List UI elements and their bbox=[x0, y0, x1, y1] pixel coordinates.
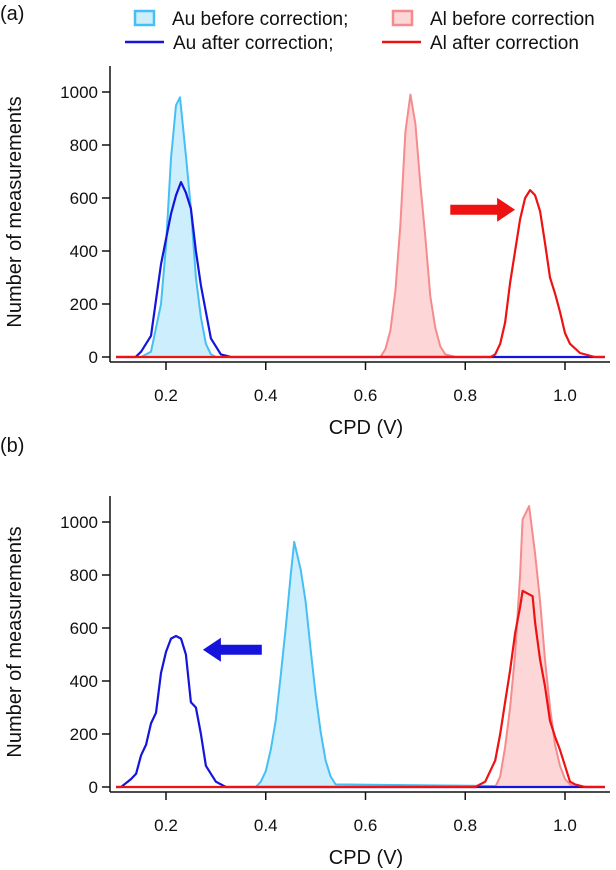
legend-label: Al after correction bbox=[430, 33, 579, 54]
series-line-au_before bbox=[116, 96, 605, 358]
legend-label: Al before correction bbox=[430, 9, 595, 30]
x-axis-label: CPD (V) bbox=[329, 847, 403, 869]
y-tick-label: 1000 bbox=[60, 513, 98, 532]
series-line-au_before bbox=[116, 540, 605, 788]
legend-label: Au after correction; bbox=[173, 33, 334, 54]
y-tick-label: 600 bbox=[70, 619, 98, 638]
x-tick-label: 0.6 bbox=[354, 386, 378, 405]
x-tick-label: 0.6 bbox=[354, 816, 378, 835]
y-tick-label: 200 bbox=[70, 725, 98, 744]
x-tick-label: 1.0 bbox=[553, 816, 577, 835]
y-tick-label: 800 bbox=[70, 566, 98, 585]
panel-a: (a) 0 200 400 600 800 1000 0.2 0.4 0.6 0.8 1.0 CPD (… bbox=[0, 3, 610, 439]
series-line-al_after bbox=[116, 589, 605, 789]
legend-swatch bbox=[391, 9, 414, 27]
legend-item-au_before: Au before correction; bbox=[133, 9, 348, 30]
x-tick-label: 0.2 bbox=[154, 386, 178, 405]
legend-swatch bbox=[133, 9, 156, 27]
legend-item-au_after: Au after correction; bbox=[125, 33, 334, 54]
x-tick-label: 0.8 bbox=[453, 816, 477, 835]
panel-b: (b) 0 200 400 600 800 1000 0.2 0.4 0.6 0.8 1.0 CPD (… bbox=[0, 435, 610, 869]
arrow-right-icon bbox=[450, 197, 516, 222]
y-tick-label: 400 bbox=[70, 672, 98, 691]
legend-item-al_after: Al after correction bbox=[382, 33, 579, 54]
x-tick-label: 0.2 bbox=[154, 816, 178, 835]
series-line-al_after bbox=[116, 189, 605, 359]
legend-label: Au before correction; bbox=[172, 9, 348, 30]
series-line-al_before bbox=[116, 505, 605, 788]
legend-item-al_before: Al before correction bbox=[391, 9, 595, 30]
series-line-al_before bbox=[116, 93, 605, 358]
y-tick-label: 600 bbox=[70, 189, 98, 208]
panel-label: (b) bbox=[0, 435, 24, 457]
y-tick-label: 0 bbox=[89, 778, 98, 797]
y-tick-label: 800 bbox=[70, 136, 98, 155]
y-tick-label: 0 bbox=[89, 348, 98, 367]
series-line-au_after bbox=[116, 634, 605, 789]
arrow-left-icon bbox=[202, 637, 262, 662]
panel-label: (a) bbox=[0, 3, 24, 25]
x-tick-label: 1.0 bbox=[553, 386, 577, 405]
y-tick-label: 200 bbox=[70, 295, 98, 314]
x-tick-label: 0.8 bbox=[453, 386, 477, 405]
legend: Au before correction; Al before correctio… bbox=[125, 9, 595, 54]
x-axis-label: CPD (V) bbox=[329, 417, 403, 439]
y-tick-label: 400 bbox=[70, 242, 98, 261]
y-axis-label: Number of measurements bbox=[4, 526, 26, 757]
series-line-au_after bbox=[116, 181, 605, 359]
x-tick-label: 0.4 bbox=[254, 386, 278, 405]
y-axis-label: Number of measurements bbox=[4, 96, 26, 327]
y-tick-label: 1000 bbox=[60, 83, 98, 102]
series-fill-al_before bbox=[116, 506, 605, 787]
series-fill-au_before bbox=[116, 97, 605, 358]
x-tick-label: 0.4 bbox=[254, 816, 278, 835]
